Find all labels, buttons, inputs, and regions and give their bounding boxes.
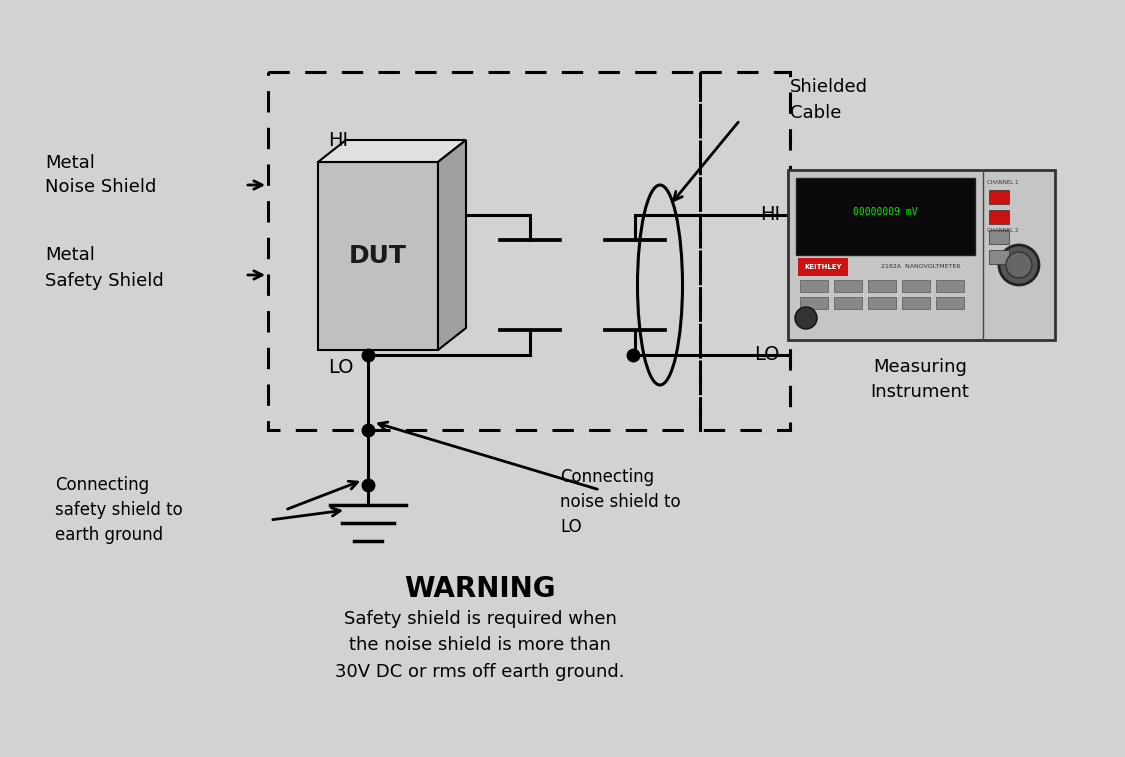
Text: Metal
Safety Shield: Metal Safety Shield (45, 247, 164, 289)
Text: Connecting
noise shield to
LO: Connecting noise shield to LO (560, 468, 681, 536)
Bar (800, 280, 828, 292)
Text: LO: LO (755, 345, 780, 365)
Text: DUT: DUT (349, 244, 407, 268)
Bar (902, 280, 930, 292)
Bar (989, 250, 1009, 264)
Text: KEITHLEY: KEITHLEY (804, 264, 842, 269)
Text: HI: HI (328, 131, 348, 150)
Text: Shielded
Cable: Shielded Cable (790, 79, 869, 122)
Bar (796, 178, 975, 254)
Text: Connecting
safety shield to
earth ground: Connecting safety shield to earth ground (55, 476, 182, 544)
Bar (788, 170, 1055, 340)
Bar (800, 298, 828, 309)
Text: LO: LO (328, 358, 353, 377)
Text: CHANNEL 2: CHANNEL 2 (987, 228, 1018, 233)
Polygon shape (438, 140, 466, 350)
Text: 00000009 mV: 00000009 mV (853, 207, 918, 217)
Bar (834, 280, 862, 292)
Ellipse shape (795, 307, 817, 329)
Bar (989, 210, 1009, 224)
Ellipse shape (1006, 252, 1032, 278)
Bar (834, 298, 862, 309)
Text: Measuring
Instrument: Measuring Instrument (871, 358, 970, 401)
Bar (936, 298, 964, 309)
Text: Metal
Noise Shield: Metal Noise Shield (45, 154, 156, 197)
Polygon shape (318, 162, 438, 350)
Text: 2182A  NANOVOLTMETER: 2182A NANOVOLTMETER (882, 264, 961, 269)
Text: WARNING: WARNING (404, 575, 556, 603)
Polygon shape (318, 140, 466, 162)
Text: CHANNEL 1: CHANNEL 1 (987, 180, 1018, 185)
Text: HI: HI (759, 205, 780, 225)
Bar (989, 190, 1009, 204)
Bar (936, 280, 964, 292)
Bar (989, 230, 1009, 244)
Ellipse shape (999, 245, 1040, 285)
Bar (902, 298, 930, 309)
Bar (868, 298, 896, 309)
Bar (798, 257, 848, 276)
Bar (868, 280, 896, 292)
Text: Safety shield is required when
the noise shield is more than
30V DC or rms off e: Safety shield is required when the noise… (335, 610, 624, 681)
